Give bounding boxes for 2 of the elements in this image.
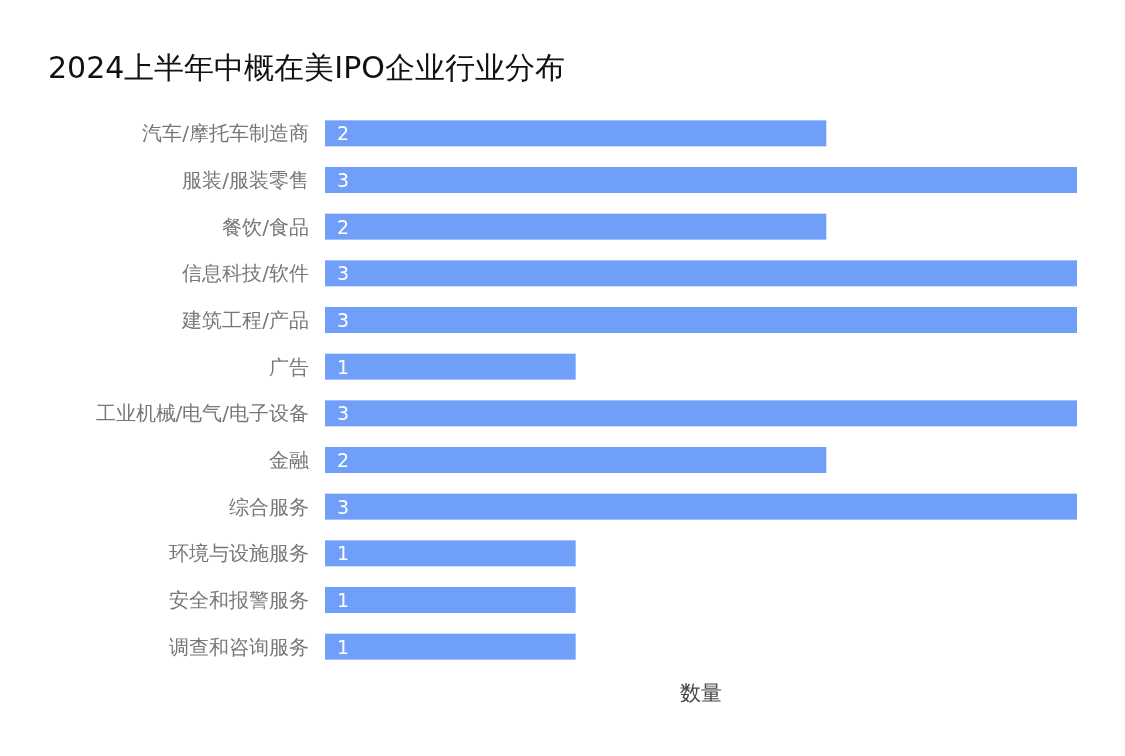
title: 2024上半年中概在美IPO企业行业分布	[48, 50, 565, 85]
xlabel: 数量	[680, 681, 722, 705]
